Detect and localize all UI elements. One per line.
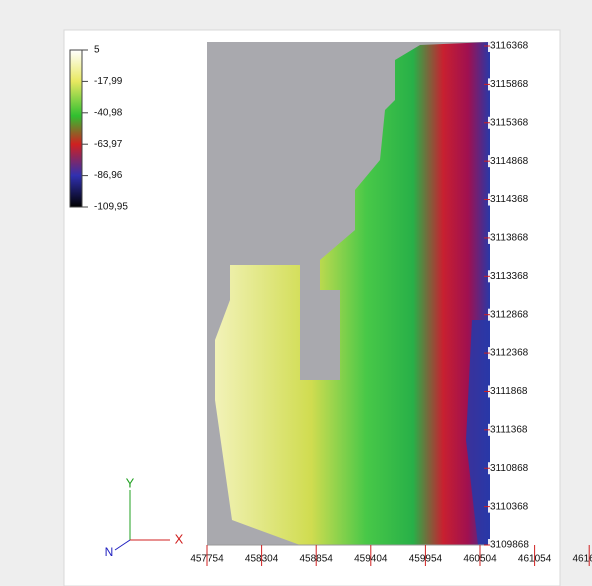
- colorbar-label: -63,97: [94, 139, 123, 150]
- x-tick-label: 460504: [463, 554, 497, 565]
- y-tick-label: 3110368: [490, 501, 529, 512]
- viewer: Y X N 5 -17,99 -40,98 -63,97 -86,96 -109,95 31…: [0, 0, 592, 586]
- y-tick-label: 3112368: [490, 348, 529, 359]
- colorbar-label: -17,99: [94, 76, 123, 87]
- x-tick-label: 457754: [190, 554, 224, 565]
- colorbar-label: 5: [94, 45, 100, 56]
- page: Y X N 5 -17,99 -40,98 -63,97 -86,96 -109,95 31…: [0, 0, 592, 586]
- x-tick-label: 461604: [573, 554, 592, 565]
- y-tick-label: 3111868: [490, 386, 528, 397]
- land-inlet: [300, 290, 340, 380]
- colorbar: [70, 50, 82, 207]
- y-tick-label: 3110868: [490, 463, 529, 474]
- colorbar-label: -86,96: [94, 170, 123, 181]
- y-tick-label: 3109868: [490, 540, 529, 551]
- triad-label: Y: [126, 475, 135, 490]
- y-tick-label: 3115868: [490, 79, 529, 90]
- colorbar-label: -109,95: [94, 202, 128, 213]
- x-tick-label: 458854: [300, 554, 334, 565]
- y-tick-label: 3113868: [490, 233, 529, 244]
- y-tick-label: 3115368: [490, 117, 529, 128]
- x-tick-label: 459404: [354, 554, 388, 565]
- triad-label: N: [105, 545, 114, 559]
- y-tick-label: 3114368: [490, 194, 529, 205]
- colorbar-label: -40,98: [94, 107, 123, 118]
- x-tick-label: 459954: [409, 554, 443, 565]
- y-tick-label: 3114868: [490, 156, 529, 167]
- y-tick-label: 3116368: [490, 41, 529, 52]
- x-tick-label: 461054: [518, 554, 552, 565]
- triad-label: X: [175, 531, 184, 546]
- y-tick-label: 3113368: [490, 271, 529, 282]
- y-tick-label: 3112868: [490, 309, 529, 320]
- y-tick-label: 3111368: [490, 424, 528, 435]
- x-tick-label: 458304: [245, 554, 279, 565]
